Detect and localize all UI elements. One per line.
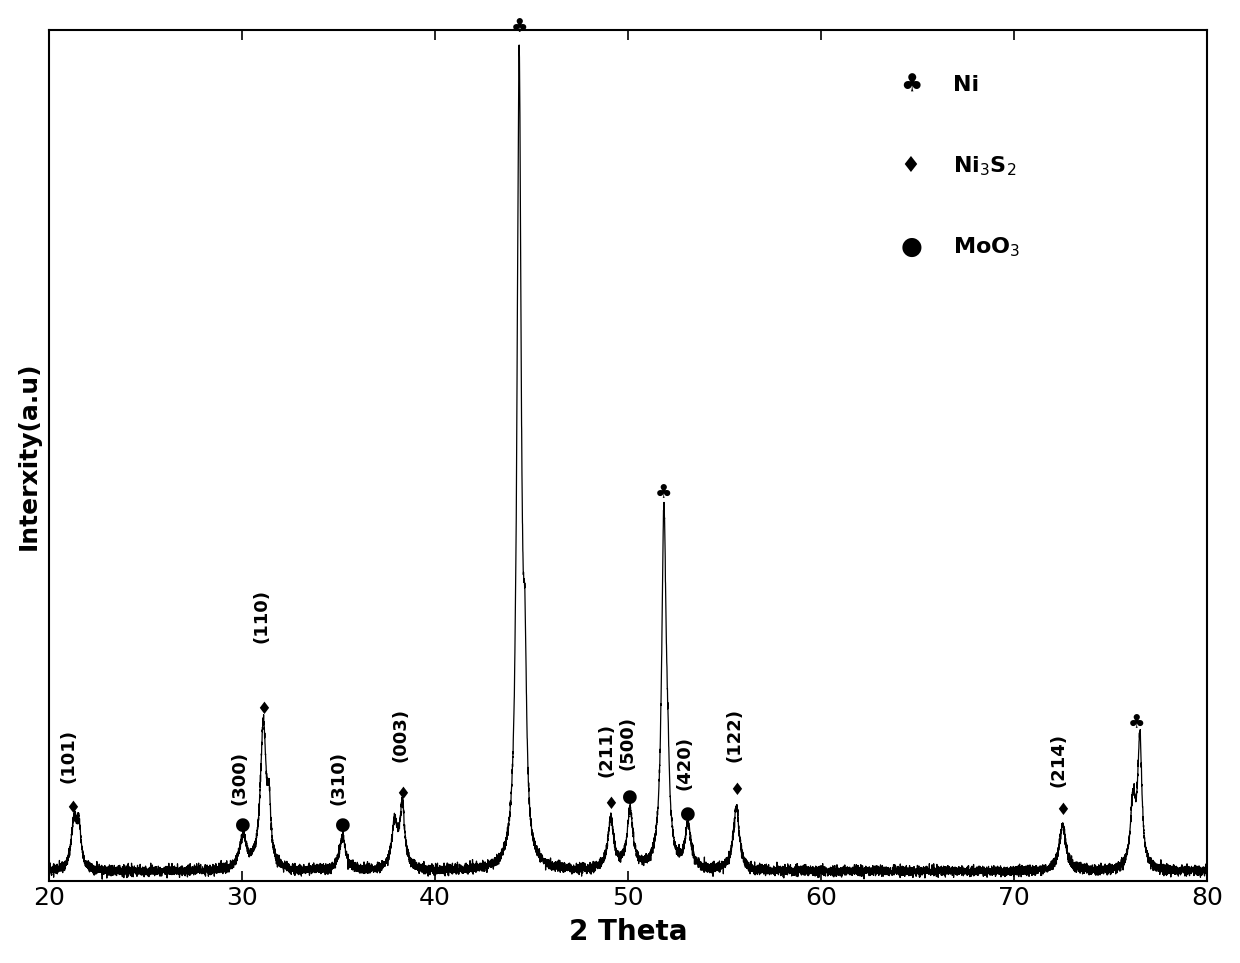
Text: ♣: ♣ xyxy=(655,483,672,503)
Text: ♦: ♦ xyxy=(1055,801,1070,819)
Text: (122): (122) xyxy=(725,708,744,762)
Text: ♣: ♣ xyxy=(511,17,528,37)
Text: ♦: ♦ xyxy=(394,785,409,803)
Text: ●: ● xyxy=(681,805,696,823)
Text: ♦: ♦ xyxy=(64,799,79,818)
Text: ●: ● xyxy=(900,235,923,259)
Text: (211): (211) xyxy=(598,723,616,777)
Text: (003): (003) xyxy=(392,708,409,762)
Text: (214): (214) xyxy=(1050,734,1068,788)
Text: (420): (420) xyxy=(676,736,693,790)
Text: ●: ● xyxy=(236,817,250,834)
Text: ♣: ♣ xyxy=(900,73,923,97)
Text: Ni: Ni xyxy=(952,75,978,95)
Text: ♦: ♦ xyxy=(729,781,744,798)
Text: ♦: ♦ xyxy=(255,700,270,717)
Text: (101): (101) xyxy=(60,729,77,783)
Text: ♦: ♦ xyxy=(900,156,920,176)
Text: Ni$_3$S$_2$: Ni$_3$S$_2$ xyxy=(952,154,1016,178)
Text: (110): (110) xyxy=(253,588,270,642)
Text: ●: ● xyxy=(335,817,351,834)
Text: MoO$_3$: MoO$_3$ xyxy=(952,235,1019,259)
Text: (500): (500) xyxy=(619,716,636,770)
Text: ♣: ♣ xyxy=(1128,714,1146,732)
X-axis label: 2 Theta: 2 Theta xyxy=(569,919,687,947)
Text: (310): (310) xyxy=(330,750,347,804)
Text: ●: ● xyxy=(622,788,639,806)
Text: ♦: ♦ xyxy=(604,795,619,813)
Text: (300): (300) xyxy=(231,750,248,804)
Y-axis label: Interxity(a.u): Interxity(a.u) xyxy=(16,361,41,550)
